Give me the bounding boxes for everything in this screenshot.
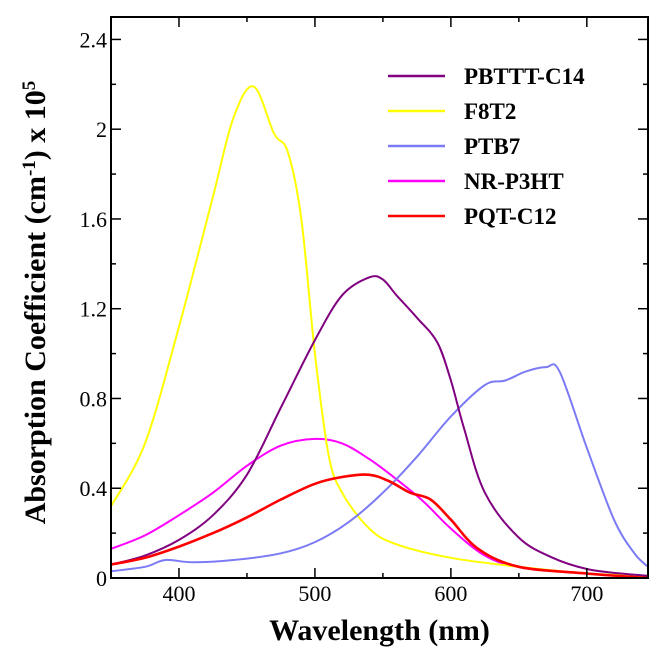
y-tick-label-1.2: 1.2	[80, 297, 108, 322]
y-tick-label-1.6: 1.6	[80, 207, 108, 232]
series-line-nr-p3ht	[111, 437, 648, 578]
series-line-pbttt-c14	[111, 275, 648, 577]
x-tick-label-400: 400	[162, 581, 195, 606]
series-line-pqt-c12	[111, 473, 648, 578]
x-tick-label-500: 500	[298, 581, 331, 606]
y-tick-label-0.4: 0.4	[80, 476, 108, 501]
ticks-layer	[110, 17, 648, 579]
y-axis-title: Absorption Coefficient (cm-1) x 105	[19, 81, 53, 525]
y-tick-label-0.8: 0.8	[80, 386, 108, 411]
x-tick-label-600: 600	[434, 581, 467, 606]
y-tick-label-2.4: 2.4	[80, 27, 108, 52]
y-axis-title-main: Absorption Coefficient (cm	[19, 176, 52, 524]
y-axis-title-superscript-2: 5	[19, 81, 40, 91]
y-axis-title-middle: ) x 10	[19, 90, 52, 160]
legend: PBTTT-C14 F8T2 PTB7 NR-P3HT PQT-C12	[388, 64, 585, 229]
series-layer	[111, 85, 648, 578]
y-axis-title-superscript-1: -1	[19, 160, 40, 176]
legend-label-pbttt-c14: PBTTT-C14	[464, 64, 585, 89]
series-line-ptb7	[111, 363, 648, 573]
legend-label-f8t2: F8T2	[464, 99, 516, 124]
y-tick-label-2: 2	[96, 117, 107, 142]
x-axis-title: Wavelength (nm)	[269, 614, 490, 647]
x-tick-label-700: 700	[570, 581, 603, 606]
tick-labels-layer: 400 500 600 700 0 0.4 0.8 1.2 1.6 2 2.4	[80, 27, 604, 606]
series-line-f8t2	[111, 85, 648, 577]
legend-label-ptb7: PTB7	[464, 134, 520, 159]
legend-label-nr-p3ht: NR-P3HT	[464, 169, 564, 194]
legend-label-pqt-c12: PQT-C12	[464, 204, 556, 229]
y-tick-label-0: 0	[96, 566, 107, 591]
plot-frame	[110, 16, 649, 579]
